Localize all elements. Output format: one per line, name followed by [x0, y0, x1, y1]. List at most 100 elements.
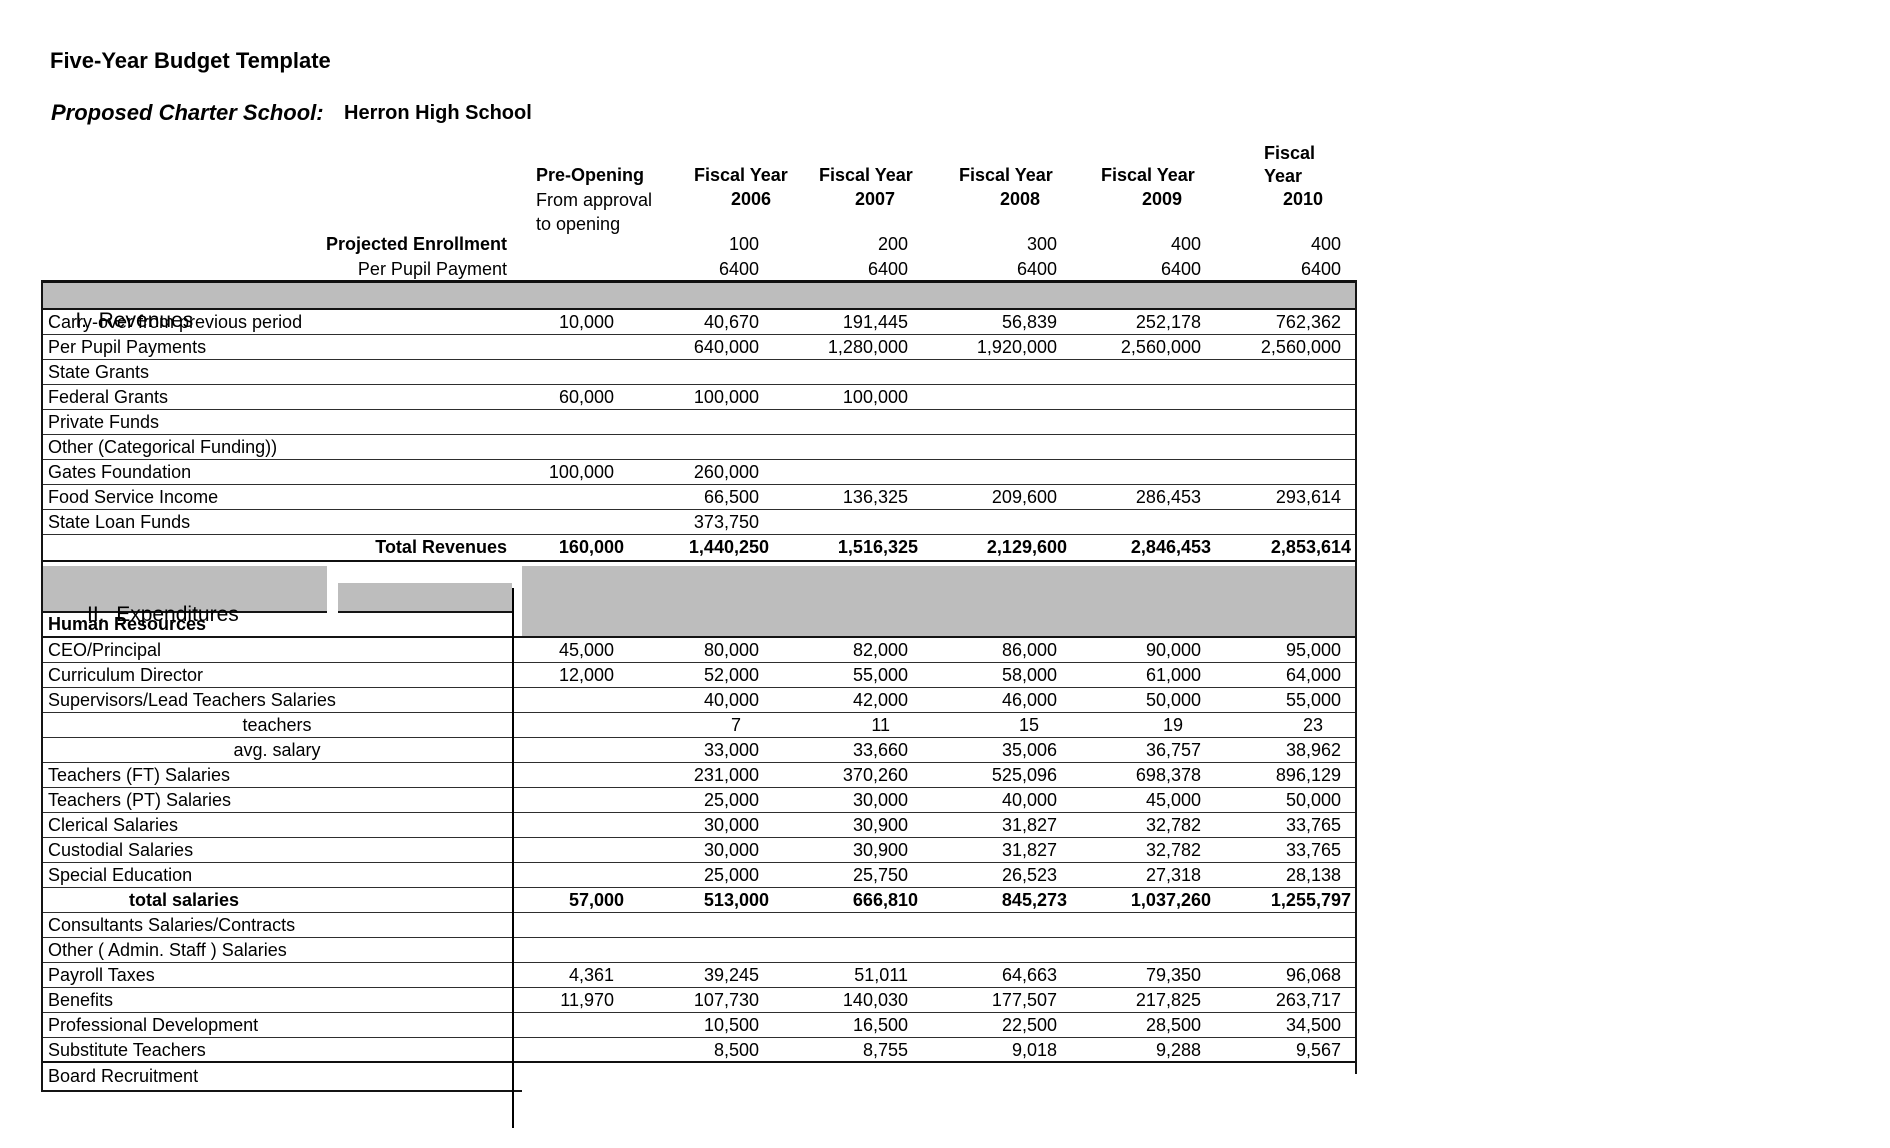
cell-value: 79,350 [1145, 965, 1201, 985]
cell-value [1073, 435, 1217, 459]
cell-value: 40,000 [1001, 790, 1057, 810]
table-row: State Loan Funds 373,750 [41, 510, 1357, 535]
cell-value: 762,362 [1275, 312, 1341, 332]
col-year-fy2006: 2006 [731, 189, 772, 209]
section-expenditures-band: II. Expenditures Human Resources [41, 566, 1357, 638]
cell-value [630, 410, 775, 434]
cell-value: 9,288 [1155, 1040, 1201, 1060]
col-header-pre-opening: Pre-Opening [536, 165, 645, 185]
cell-value: 32,782 [1145, 815, 1201, 835]
cell-value [924, 385, 1073, 409]
cell-value: 95,000 [1285, 640, 1341, 660]
cell-value [630, 360, 775, 384]
cell-value: 252,178 [1135, 312, 1201, 332]
row-board-recruitment: Board Recruitment [41, 1063, 522, 1092]
cell-value [1073, 460, 1217, 484]
cell-value [513, 863, 630, 887]
row-label: Total Revenues [375, 537, 507, 557]
row-label: Teachers (PT) Salaries [48, 790, 232, 810]
cell-value: 209,600 [991, 487, 1057, 507]
table-row: Special Education 25,000 25,750 26,523 27,31… [41, 863, 1357, 888]
cell-value [630, 913, 775, 937]
cell-value: 39,245 [703, 965, 759, 985]
cell-value: 191,445 [842, 312, 908, 332]
cell-value [513, 788, 630, 812]
cell-value: 51,011 [854, 965, 908, 985]
row-label: teachers [242, 715, 312, 735]
table-row: Per Pupil Payments 640,000 1,280,000 1,920,… [41, 335, 1357, 360]
cell-value: 1,280,000 [827, 337, 908, 357]
row-label: Per Pupil Payment [357, 259, 507, 279]
cell-value [1073, 913, 1217, 937]
table-row: Custodial Salaries 30,000 30,900 31,827 32,7… [41, 838, 1357, 863]
cell-value: 7 [730, 715, 741, 735]
cell-value: 57,000 [568, 890, 624, 910]
cell-value: 25,000 [703, 790, 759, 810]
cell-value: 6400 [1160, 259, 1201, 279]
cell-value: 31,827 [1001, 815, 1057, 835]
cell-value [513, 360, 630, 384]
cell-value [924, 435, 1073, 459]
expenditures-rows: CEO/Principal 45,000 80,000 82,000 86,000 90,… [41, 638, 1357, 1063]
cell-value: 217,825 [1135, 990, 1201, 1010]
cell-value: 6400 [718, 259, 759, 279]
table-row: total salaries 57,000 513,000 666,810 845,27… [41, 888, 1357, 913]
cell-value: 31,827 [1001, 840, 1057, 860]
cell-value: 90,000 [1145, 640, 1201, 660]
cell-value: 33,660 [852, 740, 908, 760]
cell-value [513, 410, 630, 434]
cell-value: 373,750 [693, 512, 759, 532]
table-row: Substitute Teachers 8,500 8,755 9,018 9,288 9… [41, 1038, 1357, 1063]
col-year-fy2007: 2007 [855, 189, 896, 209]
school-label: Proposed Charter School: [51, 100, 324, 125]
label-column-divider-line [512, 588, 514, 1128]
cell-value: 698,378 [1135, 765, 1201, 785]
cell-value: 6400 [867, 259, 908, 279]
row-label: Projected Enrollment [325, 234, 507, 254]
cell-value: 42,000 [852, 690, 908, 710]
cell-value [1217, 510, 1357, 534]
cell-value [1073, 938, 1217, 962]
cell-value: 845,273 [1001, 890, 1067, 910]
cell-value: 19 [1162, 715, 1183, 735]
cell-value: 100,000 [842, 387, 908, 407]
cell-value: 100,000 [693, 387, 759, 407]
cell-value [1073, 410, 1217, 434]
cell-value: 1,920,000 [976, 337, 1057, 357]
cell-value: 55,000 [1285, 690, 1341, 710]
cell-value: 2,853,614 [1270, 537, 1351, 557]
table-row: Federal Grants 60,000 100,000 100,000 [41, 385, 1357, 410]
cell-value: 370,260 [842, 765, 908, 785]
cell-value: 293,614 [1275, 487, 1341, 507]
cell-value: 52,000 [703, 665, 759, 685]
table-row: Teachers (PT) Salaries 25,000 30,000 40,000… [41, 788, 1357, 813]
cell-value: 86,000 [1001, 640, 1057, 660]
cell-value: 263,717 [1275, 990, 1341, 1010]
cell-value: 525,096 [991, 765, 1057, 785]
cell-value: 12,000 [558, 665, 614, 685]
cell-value [513, 335, 630, 359]
table-row: Payroll Taxes 4,361 39,245 51,011 64,663 79,3… [41, 963, 1357, 988]
cell-value: 10,000 [558, 312, 614, 332]
row-label: Gates Foundation [48, 462, 192, 482]
cell-value: 40,000 [703, 690, 759, 710]
cell-value: 1,255,797 [1270, 890, 1351, 910]
row-label: Food Service Income [48, 487, 219, 507]
cell-value: 46,000 [1001, 690, 1057, 710]
table-row: Other (Categorical Funding)) [41, 435, 1357, 460]
row-label: State Grants [48, 362, 150, 382]
cell-value: 28,500 [1145, 1015, 1201, 1035]
cell-value [513, 688, 630, 712]
cell-value: 231,000 [693, 765, 759, 785]
cell-value: 38,962 [1285, 740, 1341, 760]
cell-value: 45,000 [558, 640, 614, 660]
row-label: Clerical Salaries [48, 815, 179, 835]
cell-value [1217, 385, 1357, 409]
cell-value: 15 [1018, 715, 1039, 735]
band-right-fill [522, 566, 1357, 636]
table-row: CEO/Principal 45,000 80,000 82,000 86,000 90,… [41, 638, 1357, 663]
cell-value: 32,782 [1145, 840, 1201, 860]
cell-value: 96,068 [1285, 965, 1341, 985]
row-label: State Loan Funds [48, 512, 191, 532]
cell-value: 140,030 [842, 990, 908, 1010]
